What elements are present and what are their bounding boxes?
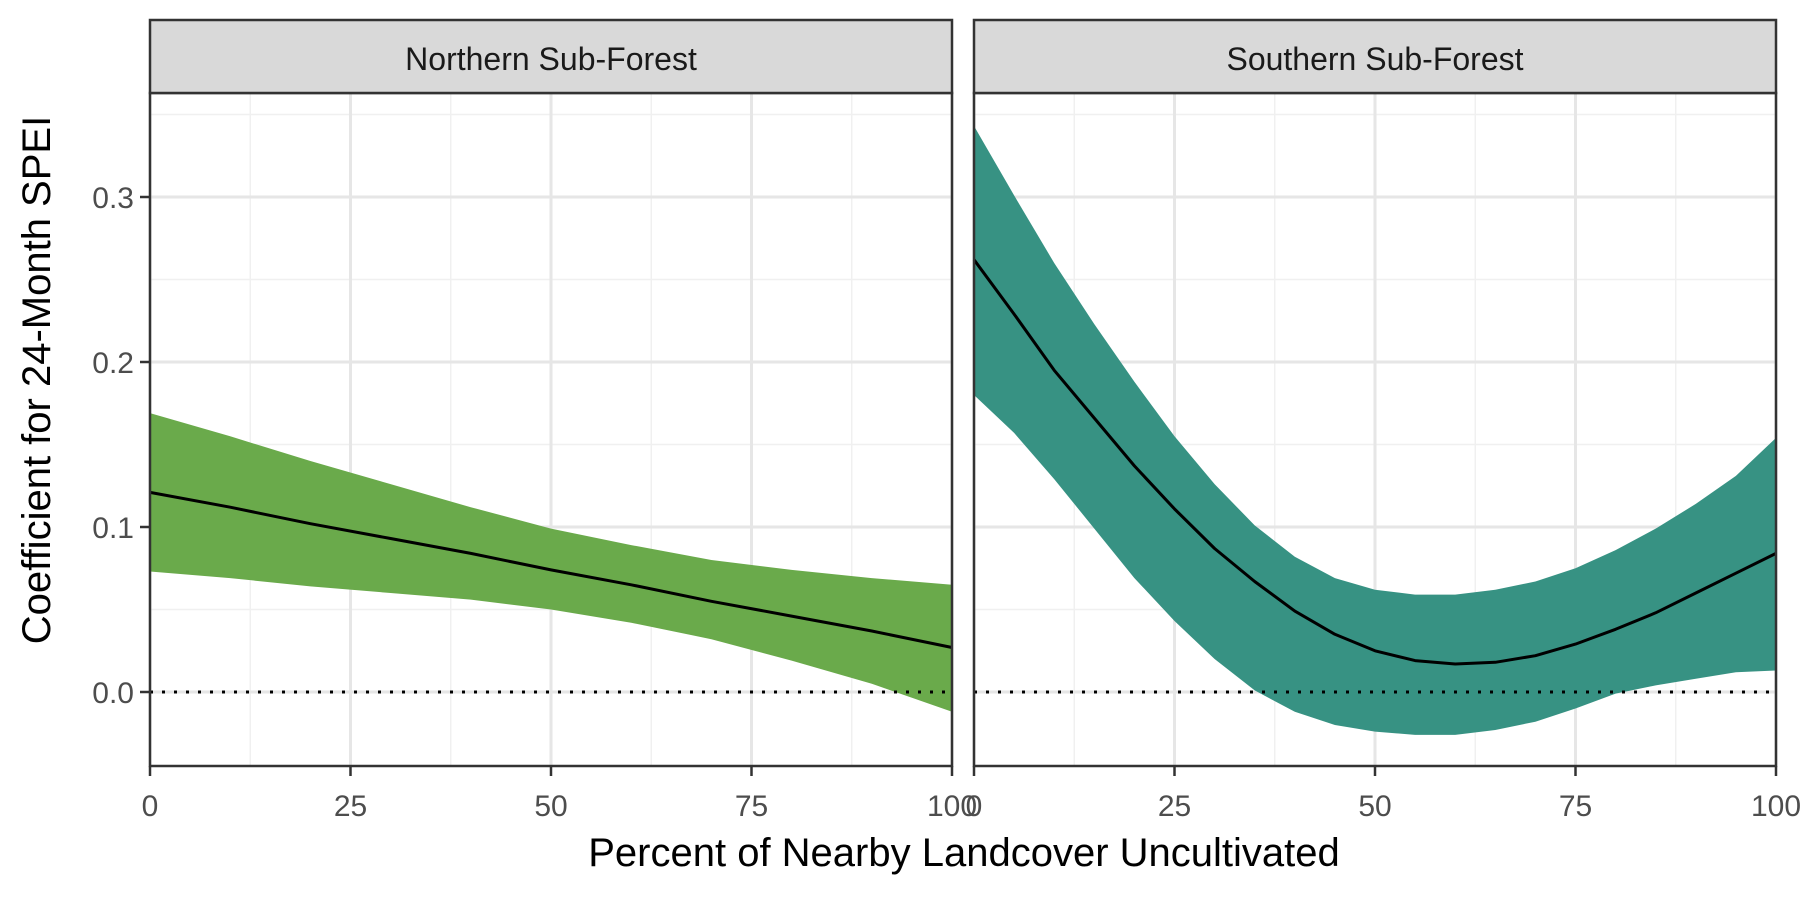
facet-title: Southern Sub-Forest	[1226, 41, 1523, 77]
x-tick-label: 0	[966, 790, 983, 823]
y-tick-label: 0.3	[92, 182, 134, 215]
x-tick-label: 25	[1158, 790, 1191, 823]
panel-northern: Northern Sub-Forest 0 25 50 75 100 0.0 0.1 0.2 0.…	[92, 18, 977, 823]
x-tick-label: 25	[334, 790, 367, 823]
x-tick-label: 100	[1751, 790, 1800, 823]
confidence-ribbon	[150, 413, 952, 712]
estimate-line	[149, 490, 953, 649]
x-axis-label: Percent of Nearby Landcover Uncultivated	[588, 831, 1340, 875]
y-tick-label: 0.1	[92, 512, 134, 545]
panel-southern: Southern Sub-Forest 0 25 50 75 100	[966, 18, 1800, 823]
x-tick-label: 75	[735, 790, 768, 823]
x-tick-label: 50	[534, 790, 567, 823]
facet-strip	[148, 18, 954, 95]
y-tick-label: 0.0	[92, 677, 134, 710]
x-tick-label: 50	[1358, 790, 1391, 823]
y-axis-label: Coefficient for 24-Month SPEI	[15, 116, 59, 644]
y-tick-label: 0.2	[92, 347, 134, 380]
x-tick-label: 0	[142, 790, 159, 823]
confidence-ribbon	[974, 126, 1776, 735]
estimate-line	[972, 258, 1777, 666]
facet-strip	[972, 18, 1778, 95]
facet-title: Northern Sub-Forest	[405, 41, 697, 77]
x-tick-label: 100	[927, 790, 977, 823]
x-tick-label: 75	[1559, 790, 1592, 823]
